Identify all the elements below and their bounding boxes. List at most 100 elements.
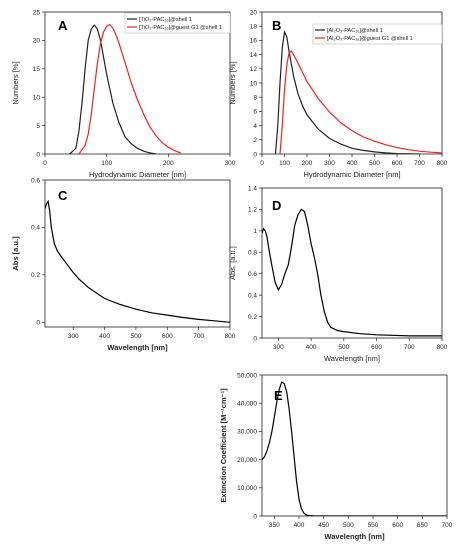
panel-letter: A [58,18,68,33]
y-tick-label: 0 [253,151,257,158]
panel-letter: C [58,188,68,203]
legend: [Al₂O₃-PAC₁₆]@shell 1 [Al₂O₃-PAC₁₆]@guest… [312,23,443,45]
x-tick-label: 650 [417,522,428,529]
y-tick-label: 1.2 [248,207,257,214]
chart-panel-c: 300 400 500 600 700 800 0 0.2 0.4 0.6 Wavelength [… [11,177,236,352]
y-tick-label: 0.2 [31,272,40,279]
x-tick-label: 300 [68,333,79,340]
y-tick-label: 25 [33,9,41,16]
y-tick-label: 20 [250,9,258,16]
chart-panel-d: 300 400 500 600 700 800 0 0.2 0.4 0.6 0.8 1 1.2 1.4 Wa… [228,185,448,363]
x-tick-label: 300 [225,160,236,167]
y-tick-label: 0 [36,320,40,327]
x-tick-label: 500 [338,344,349,351]
series-line-1 [274,29,420,154]
plot-frame [261,374,448,517]
x-tick-label: 500 [131,333,142,340]
y-tick-label: 0.8 [248,250,257,257]
y-tick-label: 1 [253,228,257,235]
y-tick-label: 40,000 [237,401,257,408]
x-tick-label: 500 [369,160,380,167]
panel-letter: B [272,18,281,33]
chart-panel-e: 350 400 450 500 550 600 650 700 0 10,000 20,000 30,… [219,372,453,541]
x-tick-label: 200 [302,160,313,167]
series-line-1 [262,381,447,516]
chart-panel-a: 0 100 200 300 0 5 10 15 20 25 Hydrodynamic Diamete… [11,9,236,179]
series-line-1 [45,199,230,323]
y-tick-label: 0.4 [248,292,257,299]
y-tick-label: 30,000 [237,429,257,436]
x-tick-label: 550 [368,522,379,529]
x-tick-label: 700 [193,333,204,340]
y-tick-label: 0.6 [248,271,257,278]
y-axis-label: Abs [a.u.] [11,236,20,271]
y-tick-label: 10 [250,80,258,87]
x-tick-label: 200 [163,160,174,167]
x-tick-label: 400 [99,333,110,340]
y-axis-label: Numbers [%] [11,61,20,104]
y-tick-label: 6 [253,109,257,116]
x-tick-label: 700 [442,522,453,529]
y-tick-label: 20 [33,38,41,45]
plot-frame [44,179,231,328]
y-tick-label: 0 [253,513,257,520]
y-tick-label: 0 [36,151,40,158]
y-tick-label: 2 [253,137,257,144]
legend-entry: [TiO₂-PAC₁₆]@shell 1 [139,17,192,23]
plot-frame [44,11,231,155]
y-tick-label: 0.4 [31,225,40,232]
x-tick-label: 300 [324,160,335,167]
chart-panel-b: 0 100 200 300 400 500 600 700 800 0 2 4 6 8 10 12 14 16 18… [228,9,448,179]
plot-frame [261,187,443,339]
x-tick-label: 700 [414,160,425,167]
y-tick-label: 14 [250,52,258,59]
y-tick-label: 18 [250,24,258,31]
legend-box [312,23,443,45]
x-tick-label: 800 [437,160,448,167]
x-tick-label: 0 [260,160,264,167]
y-axis-label: Abs. [a.u.] [228,246,237,280]
legend-entry: [Al₂O₃-PAC₁₆]@guest G1 @shell 1 [327,36,413,42]
x-tick-label: 600 [371,344,382,351]
y-tick-label: 10 [33,95,41,102]
y-tick-label: 4 [253,123,257,130]
legend: [TiO₂-PAC₁₆]@shell 1 [TiO₂-PAC₁₆]@guest G… [124,12,231,34]
series-line-1 [262,208,442,337]
y-axis-label: Extinction Coefficient [M⁻¹cm⁻¹] [219,388,228,503]
x-tick-label: 700 [404,344,415,351]
x-tick-label: 100 [101,160,112,167]
y-tick-label: 20,000 [237,457,257,464]
y-tick-label: 0.6 [31,177,40,184]
series-line-2 [279,50,442,154]
y-tick-label: 15 [33,66,41,73]
y-axis-label: Numbers [%] [228,61,237,104]
x-tick-label: 400 [294,522,305,529]
series-line-2 [78,23,181,154]
x-axis-label: Wavelength [nm] [324,532,385,541]
y-tick-label: 1.4 [248,185,257,192]
y-tick-label: 12 [250,66,258,73]
y-tick-label: 50,000 [237,372,257,379]
x-tick-label: 600 [162,333,173,340]
series-line-1 [69,24,157,154]
y-tick-label: 0.2 [248,314,257,321]
x-tick-label: 450 [318,522,329,529]
y-tick-label: 10,000 [237,485,257,492]
x-tick-label: 300 [273,344,284,351]
y-tick-label: 8 [253,95,257,102]
y-tick-label: 16 [250,38,258,45]
y-tick-label: 5 [36,123,40,130]
x-axis-label: Wavelength [nm] [324,354,380,363]
panel-letter: D [272,198,281,213]
x-axis-label: Hydrodynamic Diameter [nm] [89,170,186,179]
x-tick-label: 600 [392,160,403,167]
legend-entry: [TiO₂-PAC₁₆]@guest G1 @shell 1 [139,25,222,31]
x-axis-label: Hydrodynamic Diameter [nm] [303,170,400,179]
x-tick-label: 800 [437,344,448,351]
x-tick-label: 350 [269,522,280,529]
x-tick-label: 0 [43,160,47,167]
x-tick-label: 100 [279,160,290,167]
x-tick-label: 400 [347,160,358,167]
x-tick-label: 600 [392,522,403,529]
